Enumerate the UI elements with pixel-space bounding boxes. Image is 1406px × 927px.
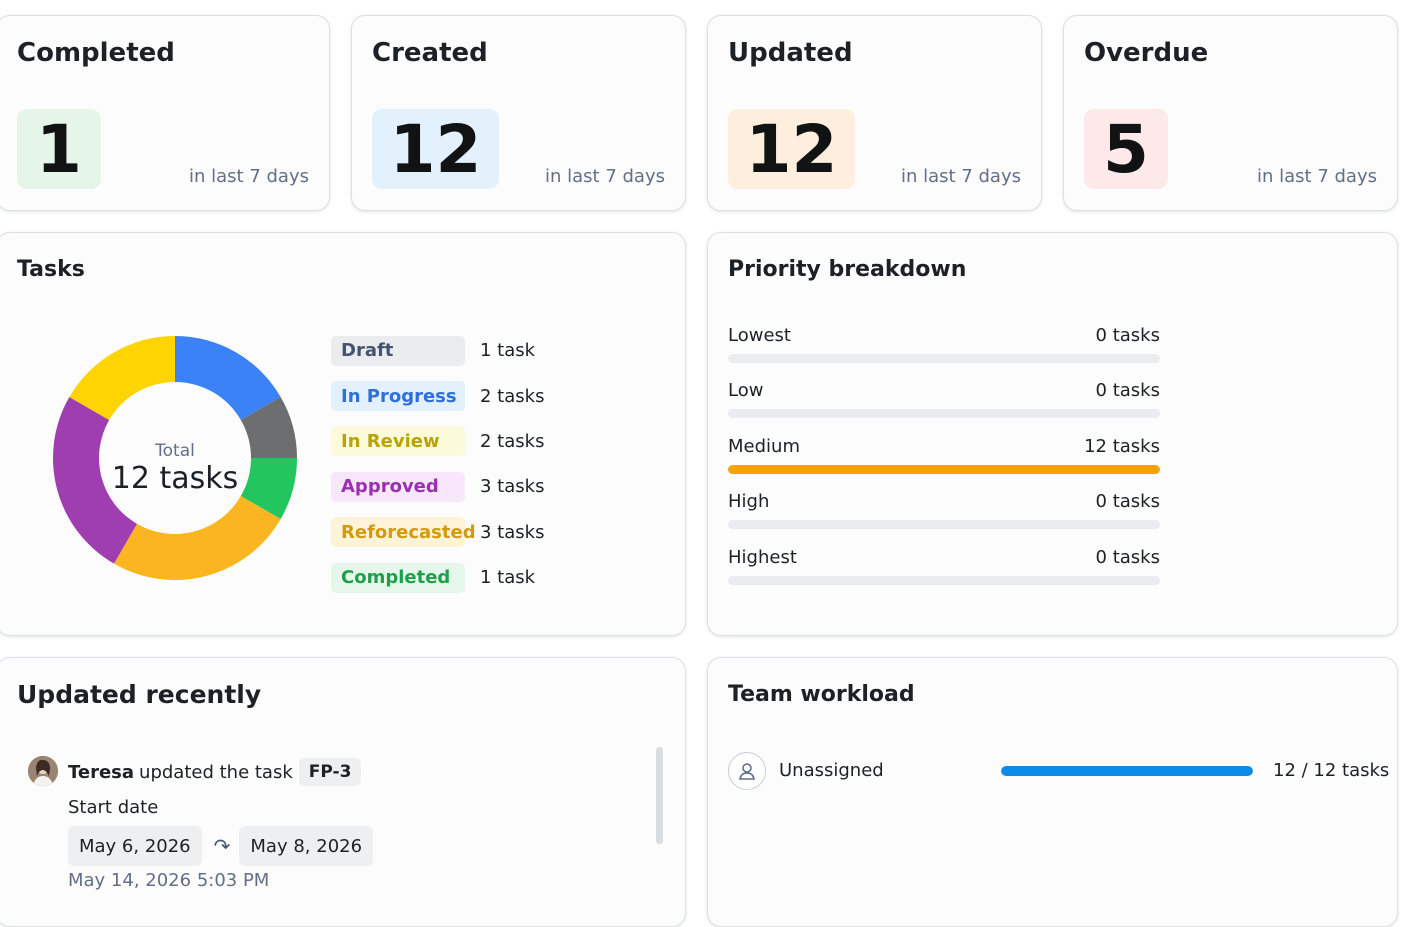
priority-bar-fill: [728, 464, 1160, 474]
priority-bar: [728, 354, 1160, 363]
donut-slice-reforecasted[interactable]: [114, 496, 281, 580]
stat-title: Completed: [17, 38, 175, 68]
priority-label: Low: [728, 380, 764, 402]
team-workload-card: Team workload: [707, 657, 1398, 927]
stat-value: 12: [728, 109, 855, 189]
priority-title: Priority breakdown: [728, 257, 967, 282]
tasks-card: Tasks Total 12 tasks Draft 1 task In Pro…: [0, 232, 686, 636]
user-avatar[interactable]: [28, 756, 58, 786]
activity-timestamp: May 14, 2026 5:03 PM: [68, 870, 270, 891]
stat-value: 12: [372, 109, 499, 189]
tasks-title: Tasks: [17, 257, 85, 282]
priority-count: 0 tasks: [1095, 380, 1160, 402]
stat-card-created: Created 12 in last 7 days: [351, 15, 686, 211]
stat-subtitle: in last 7 days: [545, 166, 665, 187]
status-lozenge-draft[interactable]: Draft: [331, 335, 465, 366]
team-workload-title: Team workload: [728, 682, 915, 707]
stat-value: 1: [17, 109, 101, 189]
priority-label: High: [728, 491, 770, 513]
status-lozenge-reforecasted[interactable]: Reforecasted: [331, 517, 476, 548]
legend-row-approved: Approved 3 tasks: [331, 464, 544, 509]
stat-title: Created: [372, 38, 488, 68]
priority-count: 0 tasks: [1095, 491, 1160, 513]
workload-bar-fill: [1001, 766, 1253, 776]
status-lozenge-approved[interactable]: Approved: [331, 471, 465, 502]
donut-slice-draft[interactable]: [240, 397, 297, 458]
priority-list: Lowest 0 tasks Low 0 tasks Medium 12 tas…: [728, 325, 1160, 602]
priority-label: Medium: [728, 435, 800, 457]
donut-slice-in-review[interactable]: [69, 336, 175, 420]
date-change: May 6, 2026 ↷ May 8, 2026: [68, 826, 374, 866]
status-count: 3 tasks: [480, 476, 545, 498]
change-arrow-icon: ↷: [213, 834, 231, 858]
priority-row-lowest: Lowest 0 tasks: [728, 325, 1160, 380]
donut-center-label: Total: [154, 441, 195, 461]
priority-label: Highest: [728, 546, 797, 568]
status-lozenge-completed[interactable]: Completed: [331, 562, 465, 593]
user-photo-icon: [28, 756, 58, 786]
stat-card-completed: Completed 1 in last 7 days: [0, 15, 330, 211]
donut-center-value: 12 tasks: [112, 461, 239, 496]
priority-row-medium: Medium 12 tasks: [728, 436, 1160, 491]
updated-recently-card: Updated recently: [0, 657, 686, 927]
priority-bar: [728, 409, 1160, 419]
stat-title: Overdue: [1084, 38, 1209, 68]
updated-recently-title: Updated recently: [17, 680, 262, 709]
person-icon: [739, 763, 755, 780]
activity-field: Start date: [68, 797, 159, 818]
status-count: 2 tasks: [480, 430, 545, 452]
stat-title: Updated: [728, 38, 853, 68]
legend-row-in-progress: In Progress 2 tasks: [331, 373, 544, 418]
stat-value: 5: [1084, 109, 1168, 189]
stat-subtitle: in last 7 days: [189, 166, 309, 187]
status-lozenge-in-review[interactable]: In Review: [331, 426, 465, 457]
activity-line: Teresa updated the task FP-3: [68, 758, 362, 786]
priority-bar: [728, 575, 1160, 585]
legend-row-completed: Completed 1 task: [331, 555, 544, 600]
priority-label: Lowest: [728, 325, 791, 346]
status-legend: Draft 1 task In Progress 2 tasks In Revi…: [331, 328, 544, 600]
priority-bar: [728, 464, 1160, 474]
new-date: May 8, 2026: [239, 826, 374, 866]
status-count: 1 task: [480, 340, 536, 362]
priority-card: Priority breakdown Lowest 0 tasks Low 0 …: [707, 232, 1398, 636]
status-lozenge-in-progress[interactable]: In Progress: [331, 381, 465, 412]
priority-bar: [728, 520, 1160, 530]
donut-slice-approved[interactable]: [53, 397, 137, 564]
activity-user[interactable]: Teresa: [68, 761, 135, 783]
stat-subtitle: in last 7 days: [1257, 166, 1377, 187]
workload-count: 12 / 12 tasks: [1273, 760, 1390, 781]
stat-card-overdue: Overdue 5 in last 7 days: [1063, 15, 1398, 211]
status-count: 2 tasks: [480, 385, 545, 407]
priority-row-high: High 0 tasks: [728, 491, 1160, 546]
legend-row-draft: Draft 1 task: [331, 328, 544, 373]
legend-row-in-review: In Review 2 tasks: [331, 419, 544, 464]
priority-row-low: Low 0 tasks: [728, 380, 1160, 435]
activity-scrollbar[interactable]: [656, 747, 663, 844]
priority-row-highest: Highest 0 tasks: [728, 547, 1160, 602]
stat-card-updated: Updated 12 in last 7 days: [707, 15, 1042, 211]
unassigned-avatar: [728, 752, 766, 790]
priority-count: 0 tasks: [1095, 325, 1160, 346]
workload-bar: [1001, 766, 1253, 776]
status-count: 1 task: [480, 567, 536, 589]
stat-subtitle: in last 7 days: [901, 166, 1021, 187]
workload-assignee: Unassigned: [779, 760, 884, 781]
legend-row-reforecasted: Reforecasted 3 tasks: [331, 510, 544, 555]
priority-count: 12 tasks: [1084, 435, 1160, 457]
donut-slice-in-progress[interactable]: [175, 336, 281, 420]
status-count: 3 tasks: [480, 521, 545, 543]
tasks-donut-chart: Total 12 tasks: [53, 336, 297, 580]
old-date: May 6, 2026: [68, 826, 202, 866]
donut-slice-completed[interactable]: [240, 458, 297, 519]
priority-count: 0 tasks: [1095, 546, 1160, 568]
activity-action: updated the task: [139, 761, 293, 783]
task-key-badge[interactable]: FP-3: [298, 758, 362, 786]
